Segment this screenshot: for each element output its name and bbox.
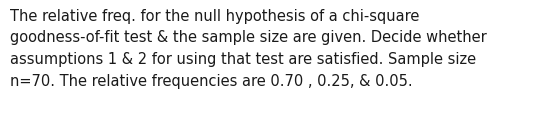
- Text: The relative freq. for the null hypothesis of a chi-square
goodness-of-fit test : The relative freq. for the null hypothes…: [10, 9, 487, 89]
